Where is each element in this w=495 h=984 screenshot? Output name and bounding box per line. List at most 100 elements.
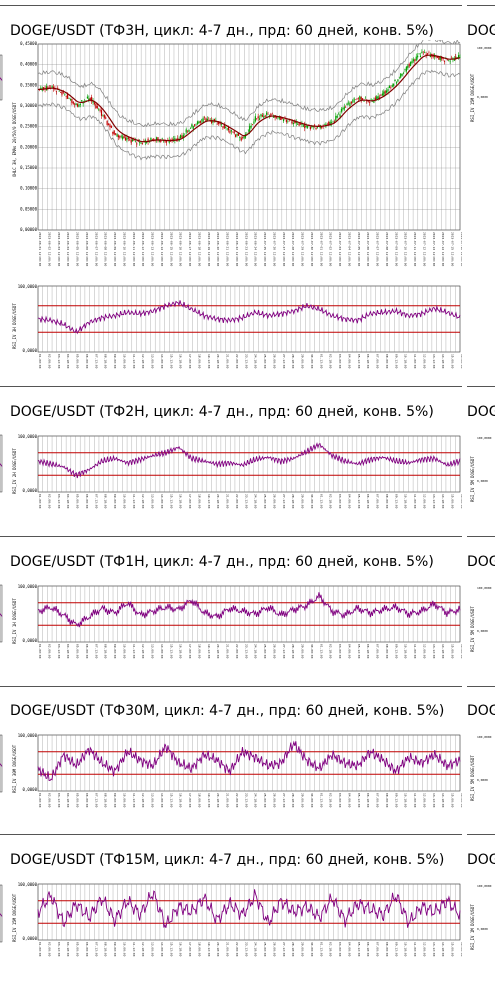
candle-body xyxy=(369,102,371,103)
candle-body xyxy=(393,83,395,86)
candle-body xyxy=(424,52,426,53)
x-tick-label: 21.00:00 xyxy=(226,354,230,369)
candle-body xyxy=(387,88,389,92)
x-tick-label: 02.06:00 xyxy=(47,354,51,369)
candle-body xyxy=(189,128,192,129)
y-tick-label-top: 100,0000 xyxy=(18,882,38,887)
candle-body xyxy=(225,126,227,128)
candle-body xyxy=(343,106,345,110)
y-tick-label: 0,25000 xyxy=(20,124,37,129)
x-tick-label: 17.00:00 xyxy=(188,793,192,808)
x-tick-label: 06.18:00 xyxy=(366,793,370,808)
candle-body xyxy=(338,113,340,115)
separator xyxy=(0,834,462,835)
candle-body xyxy=(345,107,347,108)
x-tick-label: 19.12:00 xyxy=(207,793,211,808)
x-tick-label: 05.00:00 xyxy=(76,354,80,369)
candle-body xyxy=(102,115,104,117)
x-tick-label: 2023-06-17 12:00:00 xyxy=(188,232,192,267)
candle-body xyxy=(85,100,87,101)
x-tick-label: 2023-07-02 12:00:00 xyxy=(329,232,333,267)
rsi-chart-tf30m: 01.00:00 02.06:00 03.12:00 04.18:00 05.00:00… xyxy=(12,733,462,808)
x-tick-label: 14.18:00 xyxy=(441,494,445,509)
candle-body xyxy=(397,79,399,82)
rsi-line xyxy=(37,889,461,928)
candle-body xyxy=(71,98,73,103)
x-tick-label: 09.00:00 xyxy=(113,354,117,369)
x-tick-label: 17.00:00 xyxy=(188,494,192,509)
candle-body xyxy=(247,129,249,131)
candle-body xyxy=(76,103,79,107)
candle-body xyxy=(164,141,166,142)
x-tick-label: 12.18:00 xyxy=(141,793,145,808)
candle-body xyxy=(187,131,189,133)
x-tick-label: 01.00:00 xyxy=(38,494,42,509)
sliver-frame xyxy=(0,734,3,793)
x-tick-label: 12.06:00 xyxy=(422,354,426,369)
x-tick-label: 22.06:00 xyxy=(235,793,239,808)
candle-body xyxy=(155,137,158,141)
x-tick-label: 18.06:00 xyxy=(197,494,201,509)
y-tick-label: 0,30000 xyxy=(20,103,37,108)
x-tick-label: 2023-06-02 12:00:00 xyxy=(47,232,51,267)
candle-body xyxy=(298,123,300,126)
y-tick-label-bottom: 0,0000 xyxy=(23,488,38,493)
candle-body xyxy=(134,140,136,142)
x-tick-label: 20.18:00 xyxy=(216,354,220,369)
candle-body xyxy=(212,120,214,123)
envelope-lower xyxy=(37,69,461,161)
x-tick-label: 03.00:00 xyxy=(338,644,342,659)
candle-body xyxy=(354,99,357,101)
candle-body xyxy=(282,119,285,122)
candle-body xyxy=(230,130,232,132)
x-tick-label: 30.06:00 xyxy=(310,942,314,957)
candle-body xyxy=(179,135,182,139)
peek-chart: RSI_IV 15M DOGE/USDT 100,0000 0,0000 xyxy=(470,46,492,122)
candle-body xyxy=(51,85,53,89)
x-tick-label: 29.00:00 xyxy=(301,942,305,957)
y-tick-label: 0,40000 xyxy=(20,62,37,67)
candle-body xyxy=(412,59,415,62)
x-tick-label: 01.00:00 xyxy=(38,644,42,659)
x-tick-label: 11.12:00 xyxy=(132,354,136,369)
x-tick-label: 15.12:00 xyxy=(169,942,173,957)
x-tick-label: 2023-07-12 12:00:00 xyxy=(422,232,426,267)
x-tick-label: 01.00:00 xyxy=(38,942,42,957)
candle-body xyxy=(395,82,398,84)
candle-body xyxy=(184,133,186,135)
candle-body xyxy=(450,57,453,59)
candle-body xyxy=(168,139,170,143)
x-tick-label: 11.00:00 xyxy=(413,644,417,659)
y-tick-label: 0,45000 xyxy=(20,41,37,46)
candle-body xyxy=(288,120,290,122)
candle-body xyxy=(92,101,94,103)
candle-body xyxy=(96,105,98,109)
x-tick-label: 08.18:00 xyxy=(104,942,108,957)
x-tick-label: 14.18:00 xyxy=(441,793,445,808)
candle-body xyxy=(404,69,406,70)
candle-body xyxy=(103,115,105,118)
candle-body xyxy=(69,98,72,100)
x-tick-label: 13.00:00 xyxy=(151,354,155,369)
x-tick-label: 10.18:00 xyxy=(404,942,408,957)
x-tick-label: 26.06:00 xyxy=(272,644,276,659)
x-tick-label: 26.06:00 xyxy=(272,354,276,369)
x-tick-label: 21.00:00 xyxy=(226,644,230,659)
candle-body xyxy=(357,97,359,99)
x-tick-label: 15.12:00 xyxy=(169,354,173,369)
x-tick-label: 2023-06-03 12:00:00 xyxy=(57,232,61,267)
x-tick-label: 2023-07-09 12:00:00 xyxy=(394,232,398,267)
candle-body xyxy=(429,54,431,58)
candle-body xyxy=(205,118,207,122)
candle-body xyxy=(352,100,354,102)
candle-body xyxy=(62,92,65,93)
candle-body xyxy=(174,138,176,141)
candle-body xyxy=(419,55,422,57)
x-tick-label: 07.00:00 xyxy=(376,494,380,509)
x-tick-label: 10.18:00 xyxy=(404,644,408,659)
x-tick-label: 09.12:00 xyxy=(394,793,398,808)
x-tick-label: 2023-06-05 12:00:00 xyxy=(76,232,80,267)
x-tick-label: 23.12:00 xyxy=(244,494,248,509)
x-tick-label: 07.12:00 xyxy=(94,793,98,808)
x-tick-label: 14.06:00 xyxy=(160,354,164,369)
